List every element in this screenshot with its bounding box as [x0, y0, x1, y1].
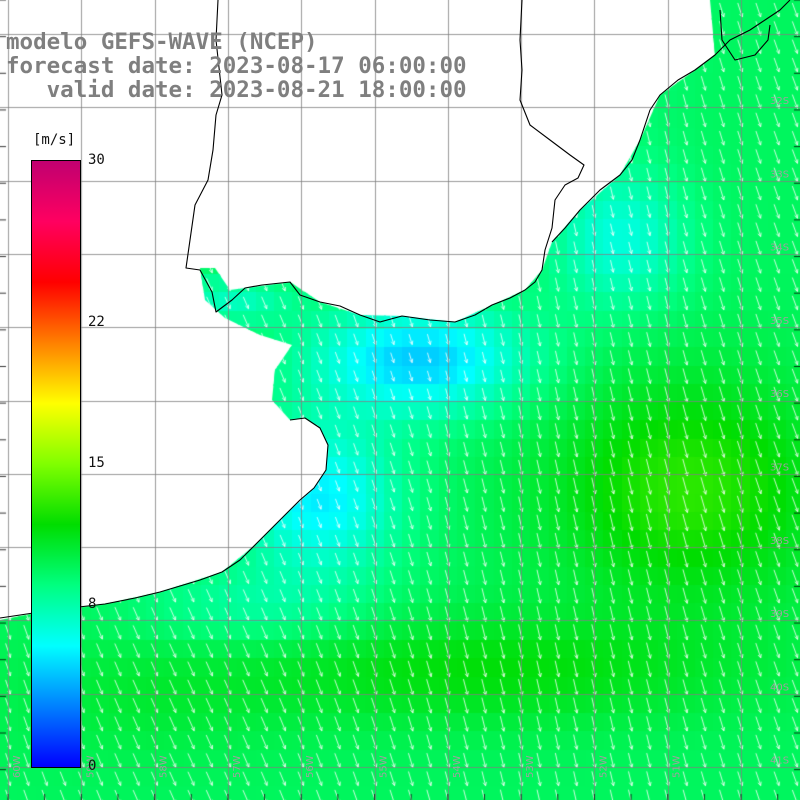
coastline-south: [0, 417, 329, 619]
longitude-label: 58W: [159, 755, 170, 778]
longitude-label: 54W: [452, 755, 463, 778]
latitude-label: 32S: [770, 96, 789, 107]
latitude-label: 40S: [770, 682, 789, 693]
lagoon-outline: [719, 9, 771, 61]
title-line-model: modelo GEFS-WAVE (NCEP): [6, 29, 318, 55]
longitude-label: 52W: [598, 755, 609, 778]
coastline-east: [551, 0, 791, 243]
latitude-label: 33S: [770, 169, 789, 180]
longitude-label: 53W: [525, 755, 536, 778]
latitude-label: 35S: [770, 316, 789, 327]
longitude-label: 57W: [232, 755, 243, 778]
color-scale-tick-label: 8: [88, 596, 97, 613]
latitude-label: 41S: [770, 756, 789, 767]
longitude-label: 56W: [305, 755, 316, 778]
latitude-label: 37S: [770, 463, 789, 474]
color-scale-bar: [31, 160, 81, 768]
color-scale-tick-label: 30: [88, 152, 105, 168]
latitude-label: 36S: [770, 389, 789, 400]
latitude-label: 39S: [770, 609, 789, 620]
map-title: modelo GEFS-WAVE (NCEP) forecast date: 20…: [6, 30, 467, 102]
longitude-label: 51W: [672, 755, 683, 778]
coastline: [0, 0, 791, 619]
title-line-valid: valid date: 2023-08-21 18:00:00: [6, 77, 467, 103]
longitude-label: 59W: [85, 755, 96, 778]
longitude-label: 55W: [379, 755, 390, 778]
color-scale-unit: [m/s]: [33, 132, 76, 148]
latitude-label: 34S: [770, 243, 789, 254]
color-scale-tick-label: 0: [88, 758, 97, 774]
coastline-north: [185, 0, 585, 323]
title-line-forecast: forecast date: 2023-08-17 06:00:00: [6, 53, 467, 79]
latitude-label: 38S: [770, 536, 789, 547]
color-scale-tick-label: 15: [88, 455, 105, 471]
longitude-label: 60W: [12, 755, 23, 778]
color-scale-tick-label: 22: [88, 313, 105, 330]
